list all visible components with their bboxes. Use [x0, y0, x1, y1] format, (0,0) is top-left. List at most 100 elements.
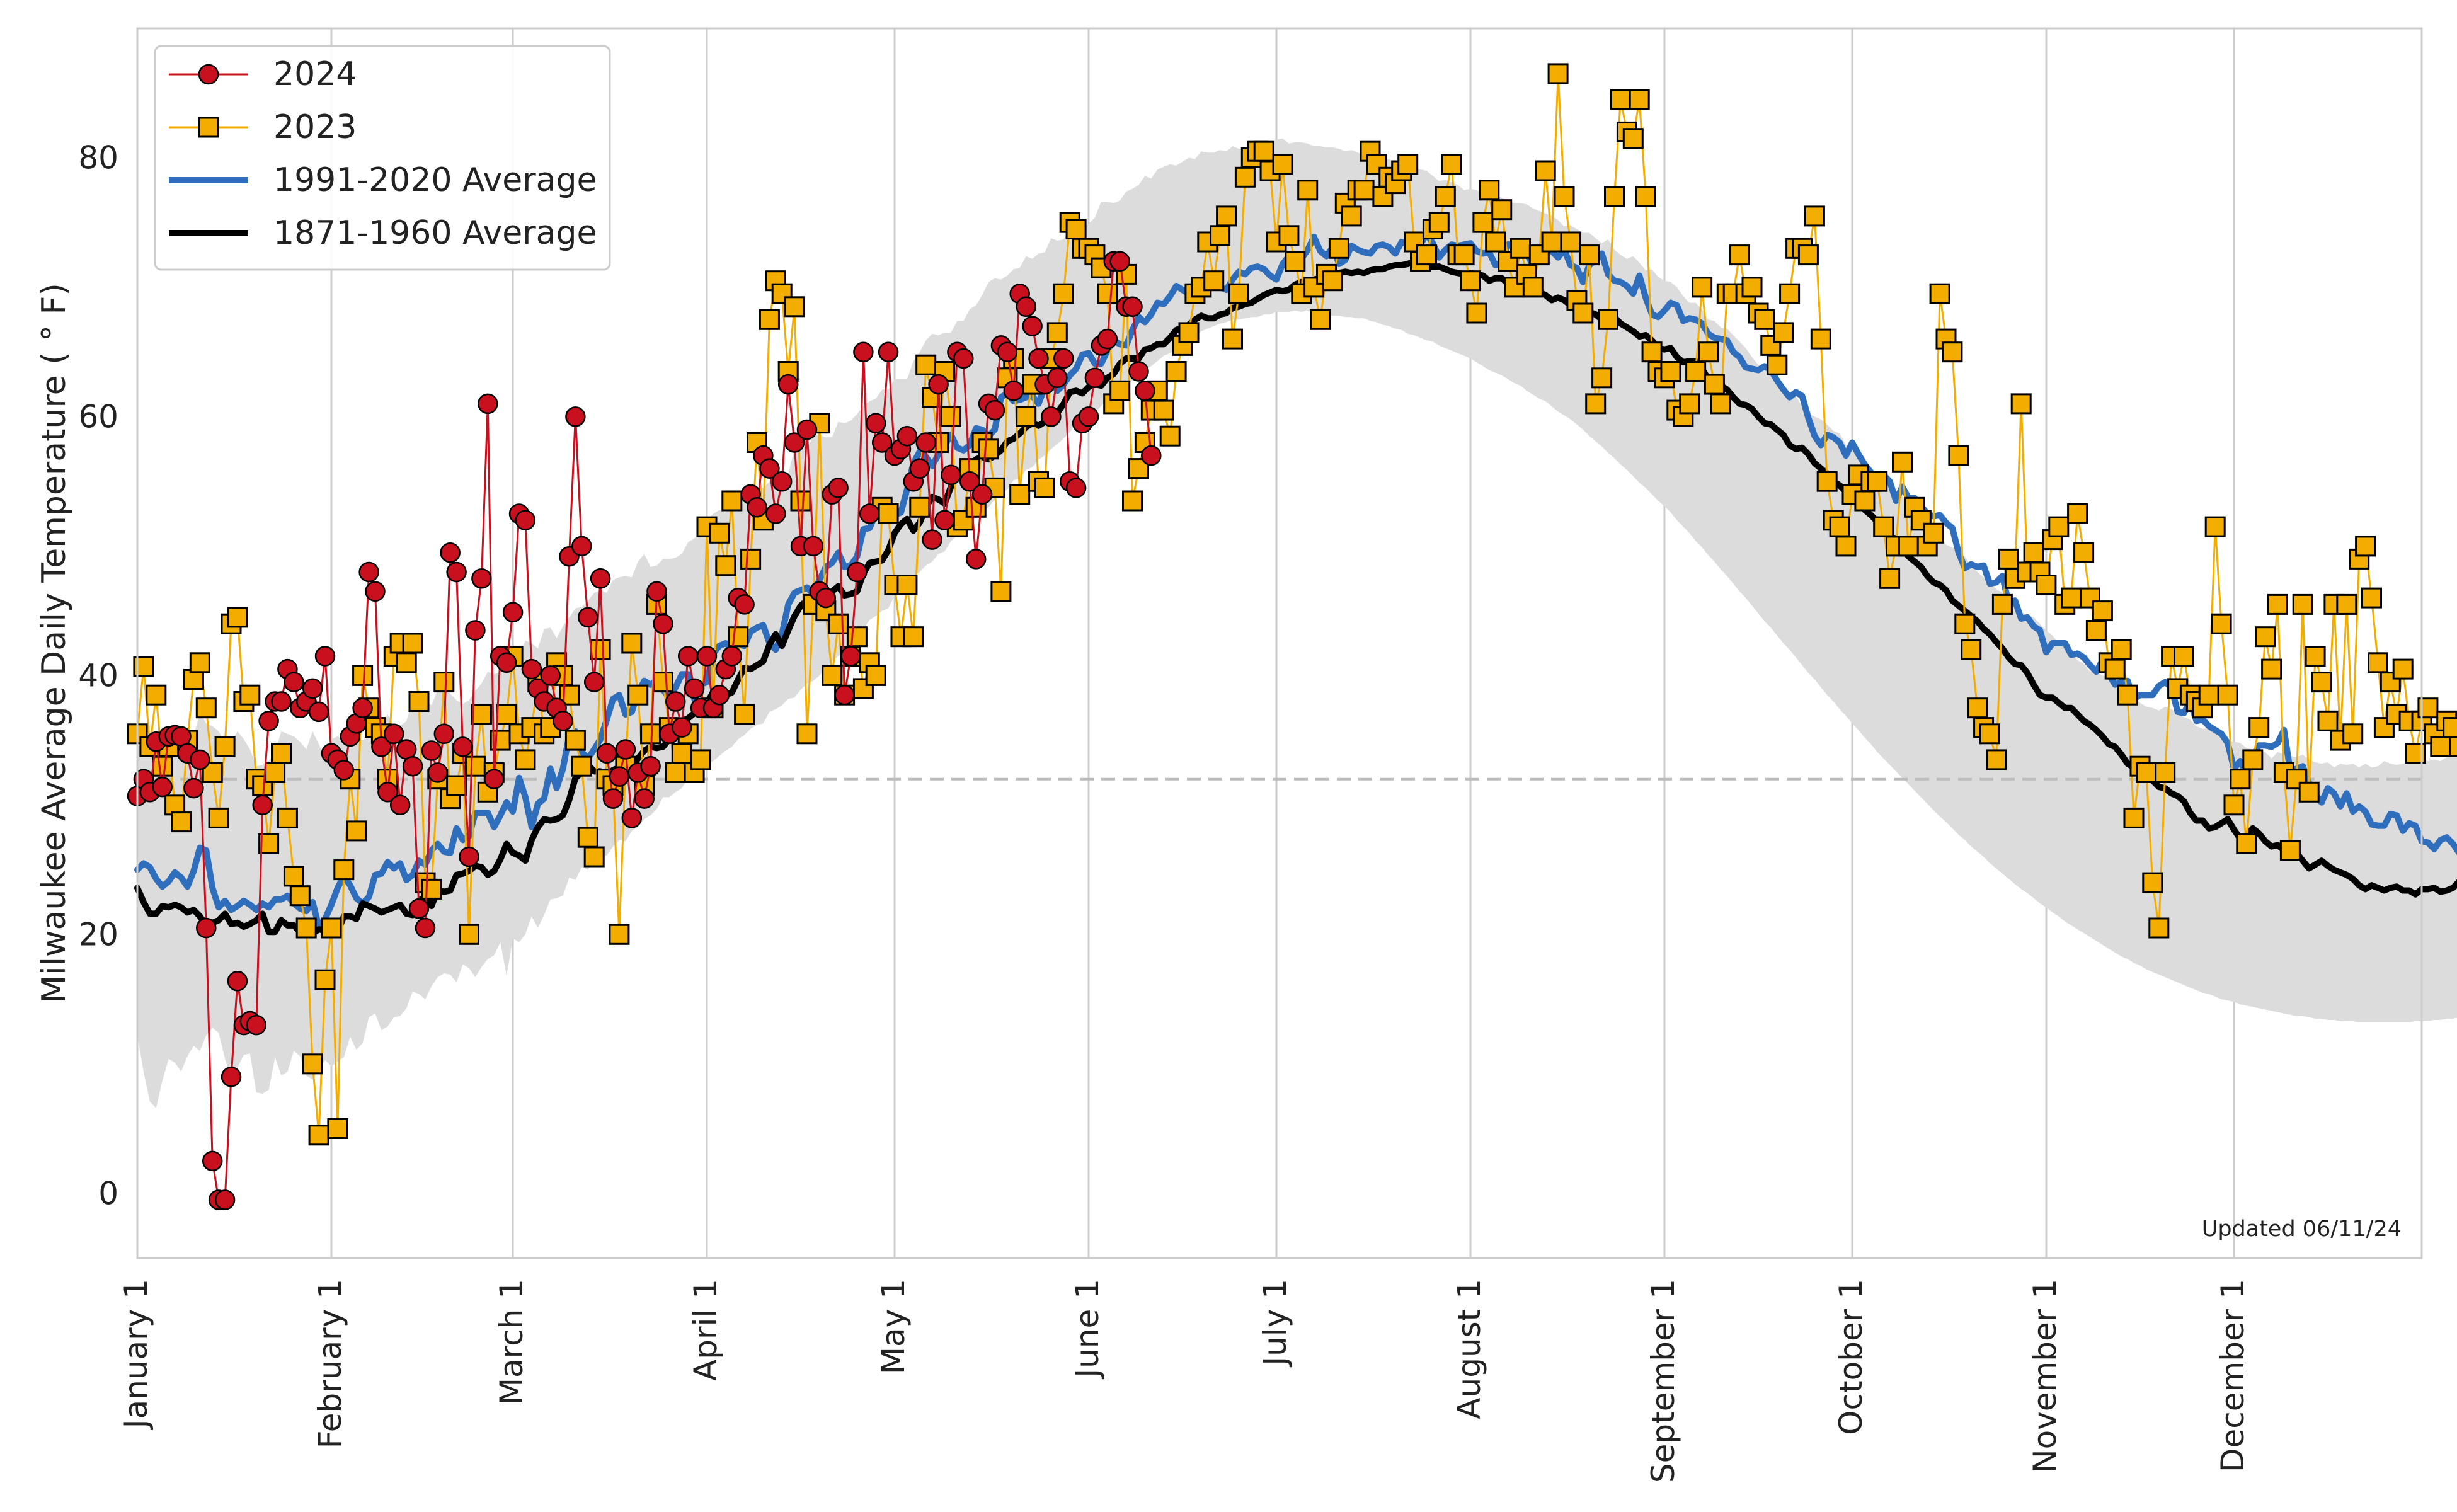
data-point-2023 — [2255, 626, 2276, 648]
data-point-2023 — [283, 866, 304, 887]
data-point-2023 — [1535, 160, 1556, 181]
data-point-2023 — [1228, 283, 1249, 304]
data-point-2023 — [740, 548, 762, 570]
data-point-2023 — [1466, 302, 1487, 324]
data-point-2024 — [828, 478, 849, 498]
data-point-2024 — [815, 587, 837, 609]
data-point-2024 — [1053, 348, 1074, 369]
data-point-2023 — [2368, 652, 2388, 673]
x-tick-label: January 1 — [118, 1279, 154, 1430]
data-point-2023 — [1804, 205, 1825, 227]
data-point-2024 — [765, 503, 786, 524]
data-point-2023 — [1854, 490, 1876, 512]
data-point-2024 — [421, 740, 442, 761]
data-point-2024 — [615, 739, 636, 760]
data-point-2024 — [171, 726, 192, 747]
data-point-2023 — [1967, 697, 1988, 719]
data-point-2023 — [2279, 840, 2301, 861]
data-point-2023 — [1353, 180, 1375, 201]
data-point-2023 — [590, 639, 611, 660]
data-point-2023 — [1598, 309, 1618, 330]
data-point-2024 — [220, 1067, 242, 1087]
legend-marker-square — [198, 117, 219, 138]
data-point-2023 — [471, 704, 492, 725]
data-point-2024 — [190, 749, 210, 770]
data-point-2023 — [2061, 587, 2082, 609]
data-point-2023 — [1698, 341, 1719, 363]
data-point-2023 — [1923, 522, 1944, 544]
data-point-2023 — [352, 665, 374, 686]
data-point-2024 — [433, 723, 455, 745]
data-point-2024 — [565, 406, 586, 427]
data-point-2024 — [965, 549, 987, 570]
data-point-2023 — [709, 522, 730, 544]
data-point-2024 — [840, 646, 861, 667]
data-point-2023 — [1253, 140, 1274, 162]
data-point-2024 — [696, 646, 718, 667]
data-point-2023 — [903, 626, 924, 648]
data-point-2023 — [1541, 231, 1562, 253]
data-point-2023 — [1485, 231, 1506, 253]
data-point-2024 — [446, 561, 467, 583]
data-point-2024 — [1141, 445, 1162, 466]
data-point-2023 — [627, 684, 649, 706]
data-point-2023 — [2174, 646, 2194, 667]
data-point-2024 — [1128, 361, 1149, 382]
data-point-2023 — [2073, 542, 2095, 563]
data-point-2023 — [571, 755, 592, 777]
data-point-2024 — [777, 374, 799, 395]
data-point-2024 — [896, 425, 918, 447]
data-point-2023 — [239, 684, 261, 706]
data-point-2024 — [734, 594, 755, 615]
data-point-2024 — [553, 711, 573, 731]
data-point-2024 — [365, 581, 386, 602]
data-point-2023 — [759, 309, 780, 330]
data-point-2023 — [1773, 322, 1794, 343]
data-point-2024 — [928, 374, 949, 395]
data-point-2024 — [415, 917, 436, 939]
data-point-2023 — [1216, 205, 1237, 227]
data-point-2023 — [277, 807, 298, 828]
x-tick-labels: January 1 February 1 March 1 April 1 May 1 Ju… — [118, 1279, 2251, 1483]
data-point-2024 — [847, 561, 868, 583]
data-point-2024 — [909, 458, 931, 479]
legend-label: 1871-1960 Average — [273, 214, 597, 252]
data-point-2024 — [408, 898, 430, 919]
data-point-2023 — [327, 1118, 348, 1139]
legend-label: 2024 — [273, 55, 357, 93]
data-point-2023 — [1222, 328, 1243, 350]
data-point-2024 — [922, 529, 942, 550]
data-point-2023 — [1685, 361, 1707, 382]
data-point-2024 — [759, 458, 780, 479]
data-point-2023 — [1109, 380, 1131, 401]
data-point-2023 — [2110, 639, 2132, 660]
data-point-2023 — [1416, 244, 1437, 266]
data-point-2023 — [1754, 309, 1775, 330]
data-point-2023 — [2361, 587, 2382, 609]
data-point-2024 — [352, 697, 373, 718]
data-point-2023 — [1710, 393, 1731, 415]
data-point-2024 — [871, 432, 893, 453]
data-point-2024 — [971, 484, 993, 505]
data-point-2023 — [1034, 477, 1055, 498]
data-point-2023 — [1441, 154, 1462, 175]
data-point-2023 — [1767, 354, 1788, 375]
data-point-2024 — [258, 711, 279, 731]
data-point-2023 — [1453, 244, 1475, 266]
data-point-2024 — [771, 471, 793, 492]
data-point-2024 — [997, 341, 1018, 362]
data-point-2024 — [915, 432, 936, 453]
data-point-2023 — [1053, 283, 1074, 304]
data-point-2023 — [1641, 341, 1663, 363]
data-point-2023 — [408, 691, 430, 712]
data-point-2023 — [690, 749, 711, 770]
data-point-2024 — [665, 691, 686, 712]
data-point-2023 — [1210, 225, 1231, 246]
data-point-2023 — [1979, 723, 2000, 745]
data-point-2023 — [1234, 166, 1256, 188]
data-point-2024 — [465, 620, 486, 641]
data-point-2023 — [564, 730, 586, 751]
data-point-2023 — [2449, 736, 2457, 757]
data-point-2023 — [1572, 302, 1594, 324]
data-point-2024 — [709, 684, 730, 706]
